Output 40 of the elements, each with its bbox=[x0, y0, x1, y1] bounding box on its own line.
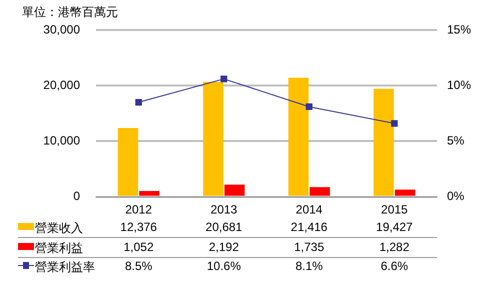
point bbox=[135, 98, 142, 106]
data-label: 19,427 bbox=[376, 220, 413, 234]
x-tick-label: 2013 bbox=[210, 202, 238, 216]
legend-label: 營業利益率 bbox=[35, 259, 95, 276]
y2-tick-label: 15% bbox=[447, 22, 472, 36]
y-tick-label: 30,000 bbox=[43, 22, 80, 36]
y2-tick-label: 5% bbox=[447, 134, 465, 148]
y2-tick-label: 10% bbox=[447, 78, 472, 92]
data-label: 1,735 bbox=[294, 240, 324, 254]
data-label: 1,052 bbox=[124, 240, 154, 254]
x-tick-label: 2015 bbox=[381, 202, 408, 216]
y-tick-label: 10,000 bbox=[43, 134, 80, 148]
data-label: 10.6% bbox=[206, 259, 241, 273]
bar bbox=[288, 78, 309, 196]
legend-label: 營業利益 bbox=[35, 240, 83, 256]
bar bbox=[394, 190, 416, 196]
point bbox=[306, 103, 312, 110]
point bbox=[391, 120, 398, 127]
bar bbox=[374, 88, 394, 196]
bar bbox=[118, 128, 138, 196]
data-label: 20,681 bbox=[206, 220, 242, 234]
bar bbox=[224, 184, 245, 196]
bar bbox=[203, 82, 224, 196]
data-label: 8.5% bbox=[124, 259, 152, 273]
data-label: 12,376 bbox=[120, 220, 157, 234]
data-label: 2,192 bbox=[208, 240, 239, 254]
y-tick-label: 20,000 bbox=[43, 78, 80, 92]
y-tick-label: 0 bbox=[73, 189, 80, 204]
y2-tick-label: 0% bbox=[447, 189, 465, 204]
x-tick-label: 2012 bbox=[125, 202, 152, 216]
x-tick-label: 2014 bbox=[296, 202, 323, 216]
bar bbox=[139, 190, 160, 196]
data-label: 21,416 bbox=[290, 220, 328, 234]
legend-label: 營業收入 bbox=[35, 220, 83, 237]
data-label: 8.1% bbox=[295, 259, 323, 273]
bar bbox=[310, 187, 330, 196]
data-label: 6.6% bbox=[380, 259, 408, 273]
data-label: 1,282 bbox=[379, 240, 410, 254]
point bbox=[220, 76, 228, 82]
chart-title: 單位：港幣百萬元 bbox=[22, 4, 118, 21]
